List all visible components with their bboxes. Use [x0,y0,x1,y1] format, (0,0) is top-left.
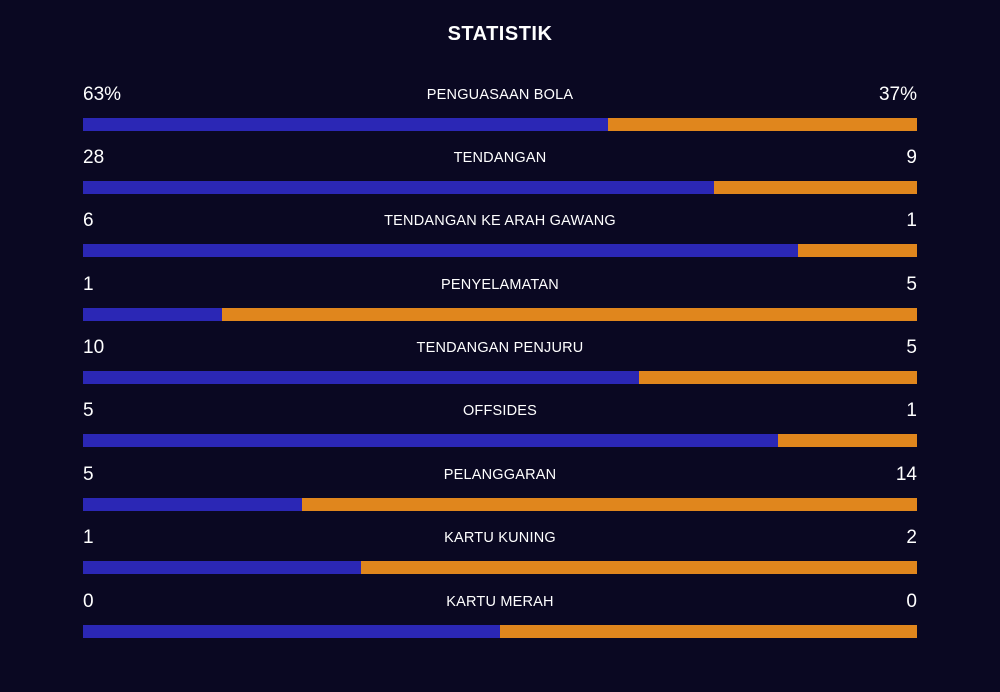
comparison-bar [83,625,917,638]
home-bar [83,625,500,638]
home-value: 63% [83,84,122,105]
away-bar [714,181,917,194]
comparison-bar [83,244,917,257]
home-bar [83,181,715,194]
stat-label: KARTU KUNING [444,530,556,546]
stat-row-corners: 10 TENDANGAN PENJURU 5 [83,337,917,397]
stat-label: PELANGGARAN [443,467,557,483]
home-value: 1 [83,527,94,548]
away-value: 1 [906,210,917,231]
away-value: 0 [906,591,917,612]
home-value: 10 [83,337,105,358]
home-value: 5 [83,464,94,485]
away-value: 14 [895,464,917,485]
comparison-bar [83,308,917,321]
stat-label: PENGUASAAN BOLA [426,87,574,103]
stat-row-saves: 1 PENYELAMATAN 5 [83,274,917,334]
home-bar [83,561,361,574]
away-bar [500,625,917,638]
stat-label: TENDANGAN PENJURU [416,340,584,356]
away-value: 5 [906,274,917,295]
comparison-bar [83,371,917,384]
home-bar [83,371,640,384]
away-value: 1 [906,400,917,421]
comparison-bar [83,118,917,131]
stat-row-yellow-cards: 1 KARTU KUNING 2 [83,527,917,587]
home-value: 5 [83,400,94,421]
away-bar [639,371,917,384]
stat-row-shots-on-target: 6 TENDANGAN KE ARAH GAWANG 1 [83,210,917,270]
away-value: 2 [906,527,917,548]
stat-label: OFFSIDES [462,403,538,419]
panel-title: STATISTIK [447,23,553,45]
away-bar [222,308,917,321]
comparison-bar [83,498,917,511]
away-value: 37% [878,84,917,105]
away-bar [302,498,917,511]
home-bar [83,244,798,257]
home-bar [83,498,303,511]
stat-row-red-cards: 0 KARTU MERAH 0 [83,591,917,651]
home-bar [83,434,778,447]
comparison-bar [83,181,917,194]
home-value: 0 [83,591,94,612]
home-bar [83,118,609,131]
away-bar [797,244,917,257]
away-bar [777,434,917,447]
home-value: 28 [83,147,105,168]
stat-row-offsides: 5 OFFSIDES 1 [83,400,917,460]
away-bar [360,561,917,574]
away-value: 9 [906,147,917,168]
stat-label: TENDANGAN KE ARAH GAWANG [384,213,616,229]
stat-label: KARTU MERAH [446,594,554,610]
home-bar [83,308,223,321]
stat-label: TENDANGAN [453,150,547,166]
comparison-bar [83,561,917,574]
home-value: 1 [83,274,94,295]
comparison-bar [83,434,917,447]
stat-row-shots: 28 TENDANGAN 9 [83,147,917,207]
away-value: 5 [906,337,917,358]
stat-row-possession: 63% PENGUASAAN BOLA 37% [83,84,917,144]
home-value: 6 [83,210,94,231]
away-bar [608,118,917,131]
stat-row-fouls: 5 PELANGGARAN 14 [83,464,917,524]
stat-label: PENYELAMATAN [441,277,559,293]
